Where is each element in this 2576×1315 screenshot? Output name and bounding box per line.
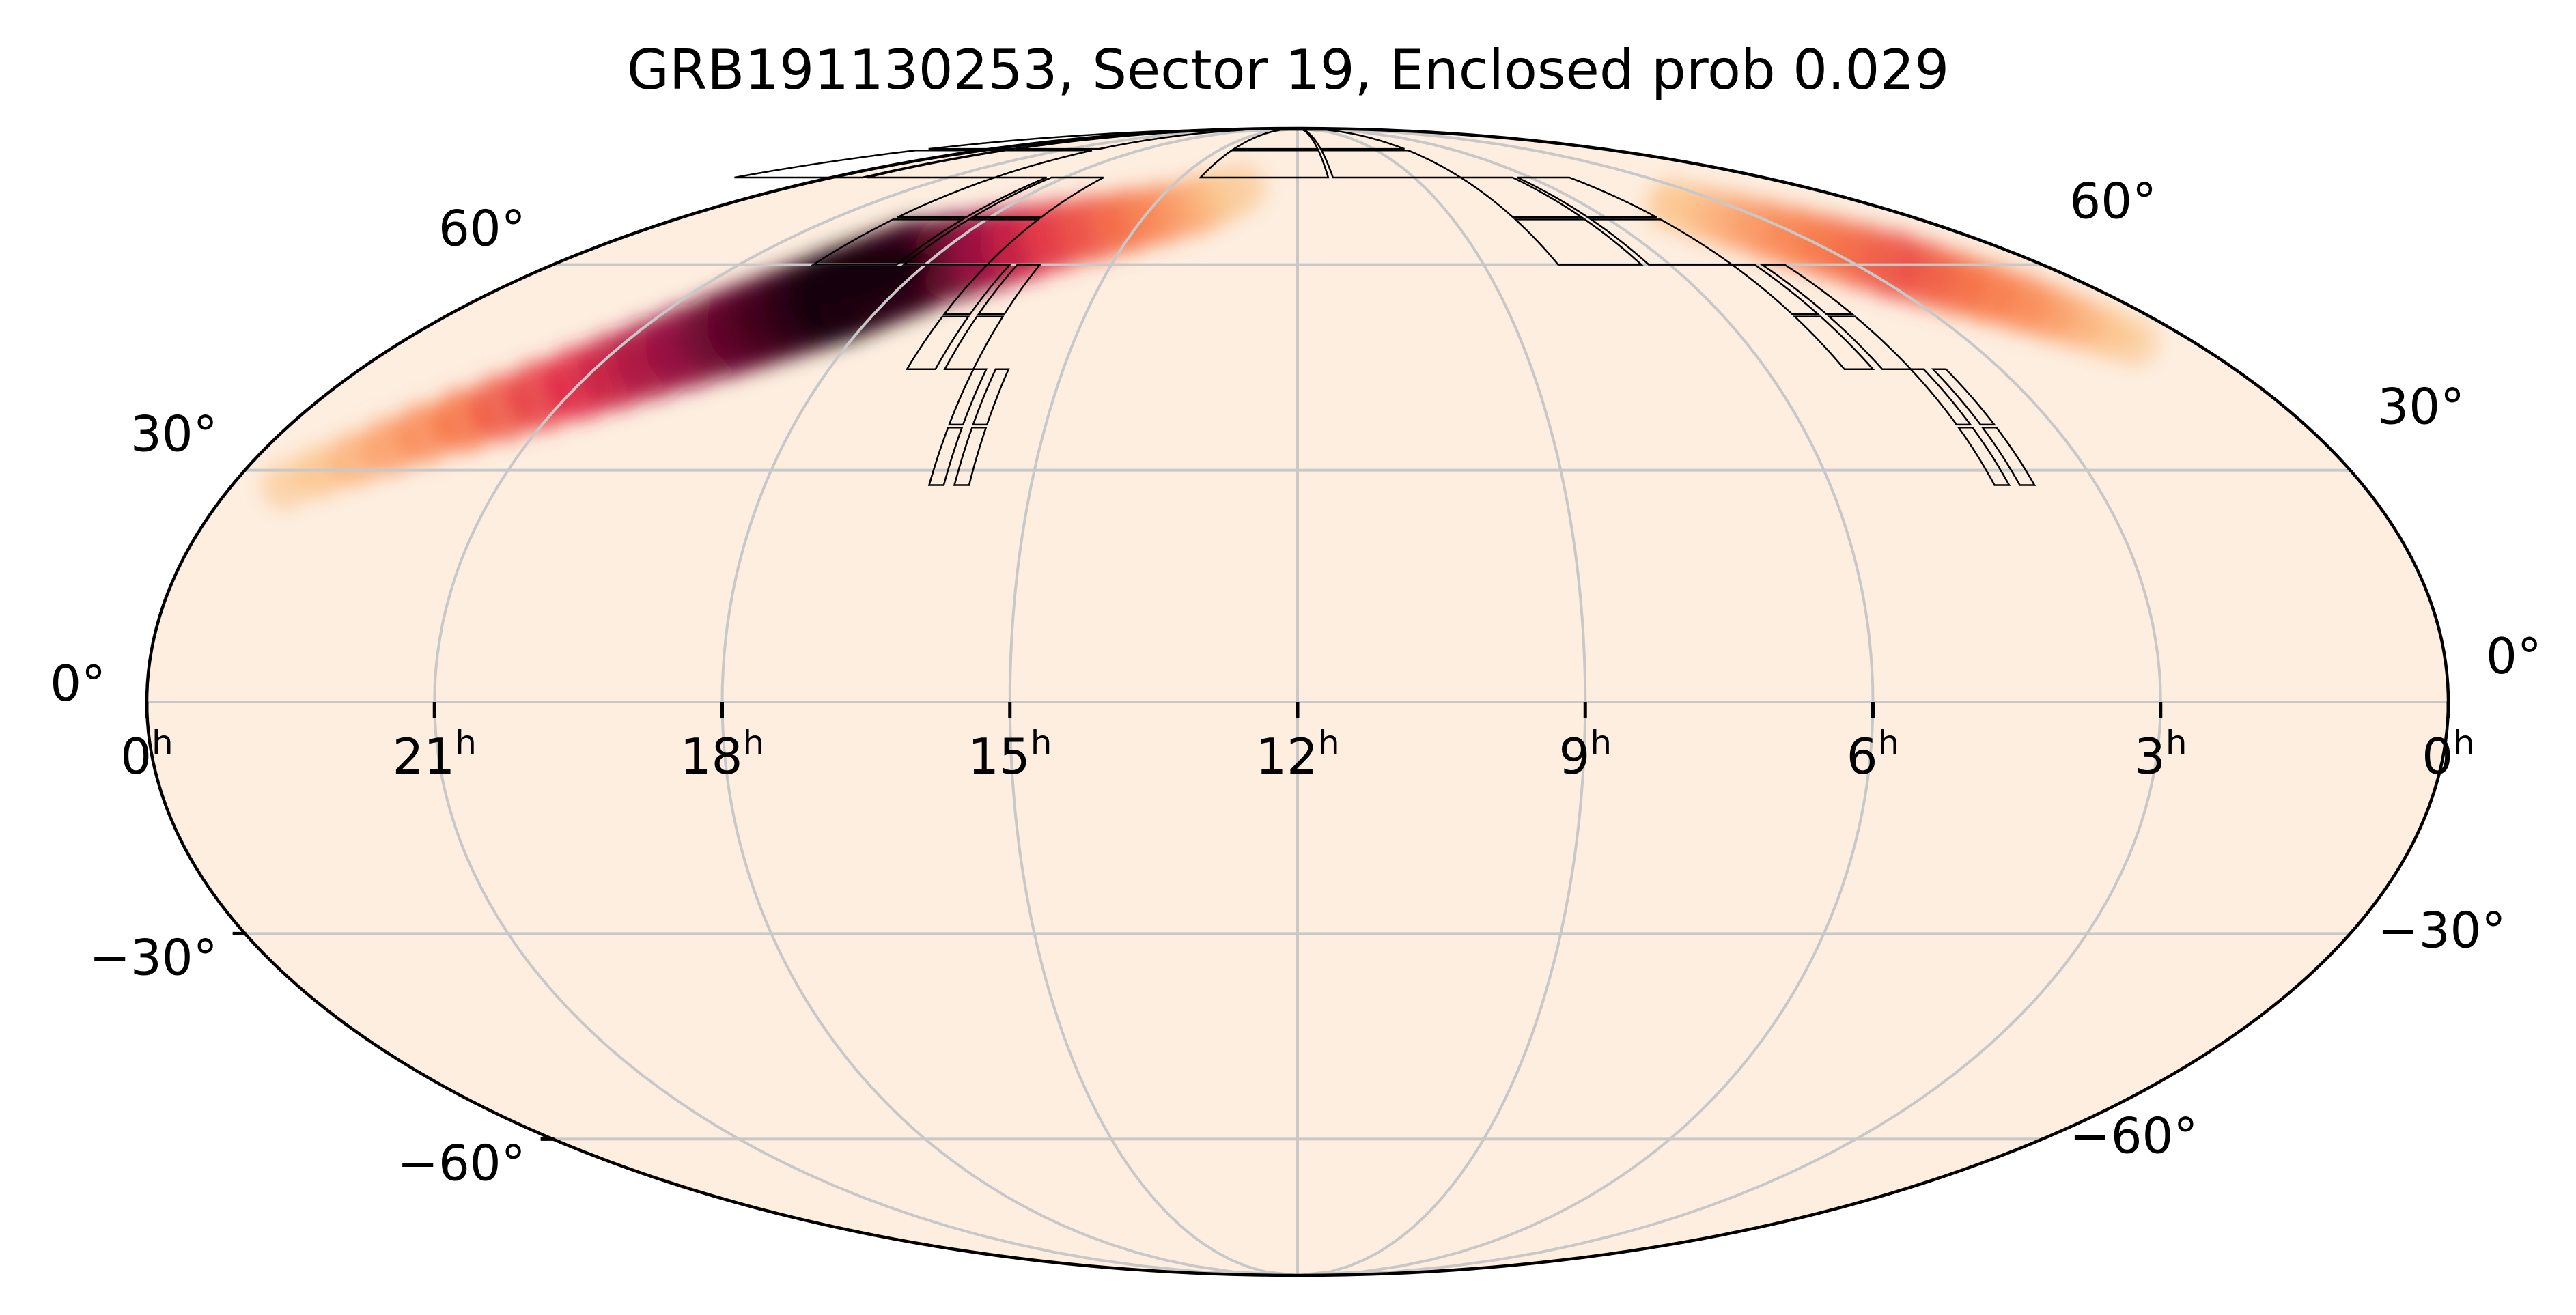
dec-tick-label-right: 30° (2377, 378, 2465, 436)
ccd-outline (1198, 150, 1330, 179)
probability-blob (1217, 163, 1267, 213)
ccd-outline (734, 150, 1003, 179)
ra-tick-label: 12h (1255, 723, 1339, 785)
dec-tick-label-right: 60° (2069, 173, 2157, 230)
dec-tick-label-right: −30° (2377, 901, 2506, 959)
dec-tick-label-left: −60° (397, 1134, 526, 1191)
probability-peak (813, 249, 933, 305)
chart-title: GRB191130253, Sector 19, Enclosed prob 0… (627, 38, 1949, 102)
ccd-outline (977, 264, 1042, 315)
axis-ticks (145, 702, 2450, 1141)
ccd-outline (810, 218, 966, 266)
dec-tick-label-left: 60° (438, 200, 526, 257)
ccd-outline (1759, 264, 1855, 315)
ccd-outline (1957, 426, 2011, 486)
ccd-outline (969, 176, 1104, 218)
ra-tick-label: 0h (2422, 723, 2475, 785)
ccd-outline (1827, 315, 1913, 371)
ccd-outline (972, 368, 1010, 426)
ccd-outline (1792, 315, 1875, 371)
dec-tick-label-right: −60° (2069, 1107, 2198, 1164)
ra-tick-label: 15h (968, 723, 1052, 785)
ccd-outline (1980, 426, 2036, 486)
ccd-outline (867, 150, 1093, 179)
ccd-outline (1513, 218, 1644, 266)
ccd-outline (1320, 150, 1464, 179)
ccd-outline (1931, 368, 1996, 426)
dec-tick-label-left: −30° (89, 929, 218, 986)
probability-blob (1647, 179, 1700, 231)
ra-tick-label: 0h (120, 723, 173, 785)
ra-tick-label: 18h (680, 723, 764, 785)
ra-tick-label: 6h (1847, 723, 1900, 785)
ccd-outline (943, 315, 1005, 371)
dec-tick-label-left: 30° (130, 406, 218, 463)
ccd-outline (927, 426, 964, 486)
axis-labels: 0h 21h 18h 15h 12h 9h 6h 3h 0h 60° 60° 30° 30° 0° 0° −3… (50, 173, 2542, 1192)
ccd-outline (1588, 218, 1735, 266)
ra-tick-label: 3h (2134, 723, 2187, 785)
dec-tick-label-right: 0° (2486, 627, 2542, 685)
dec-tick-label-left: 0° (50, 655, 106, 712)
ra-tick-label: 9h (1559, 723, 1612, 785)
ccd-outline (953, 426, 988, 486)
ra-tick-label: 21h (393, 723, 477, 785)
ccd-outline (1517, 176, 1657, 218)
ccd-outline (901, 218, 1041, 266)
ccd-outline (905, 315, 970, 371)
